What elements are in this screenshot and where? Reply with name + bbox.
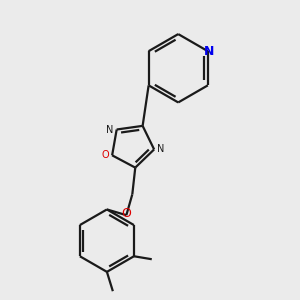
Text: O: O [102,150,110,160]
Text: N: N [157,144,164,154]
Text: N: N [204,45,214,58]
Text: O: O [121,207,131,220]
Text: N: N [106,124,114,134]
